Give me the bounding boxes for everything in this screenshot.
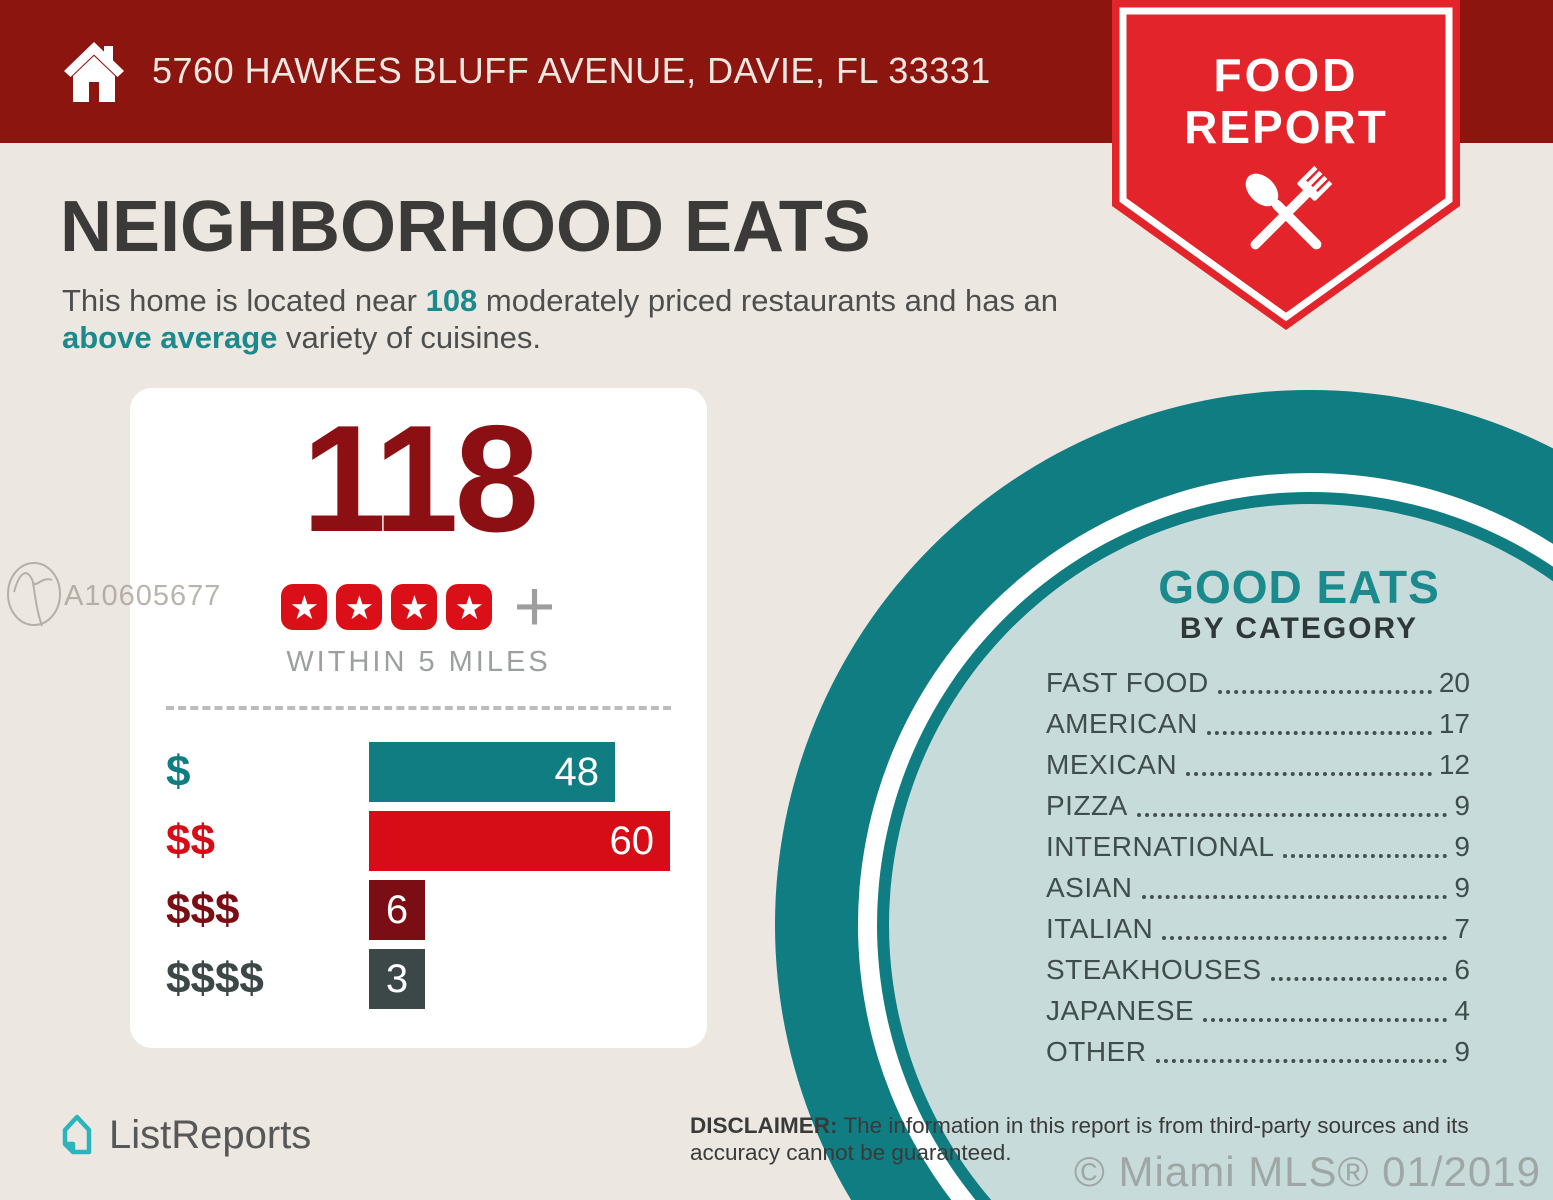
list-item: STEAKHOUSES 6 — [1046, 954, 1470, 985]
variety-rating-inline: above average — [62, 320, 278, 355]
star-icon: ★ — [446, 584, 493, 630]
price-tier-row: $$$ 6 — [166, 880, 671, 940]
mls-copyright-watermark: © Miami MLS® 01/2019 — [1073, 1148, 1541, 1195]
tier-label: $$$ — [166, 885, 240, 934]
summary-card: 118 ★ ★ ★ ★ + WITHIN 5 MILES $ 48 $$ 60 … — [130, 388, 707, 1048]
tier-label: $ — [166, 747, 191, 796]
list-item: JAPANESE 4 — [1046, 995, 1470, 1026]
dot-leader — [1186, 771, 1432, 776]
dot-leader — [1162, 935, 1448, 940]
dot-leader — [1155, 1058, 1448, 1063]
tier-label: $$$$ — [166, 954, 264, 1003]
tier-bar: 3 — [369, 949, 425, 1009]
plus-icon: + — [513, 567, 556, 647]
listreports-logo: ListReports — [57, 1112, 311, 1158]
utensils-icon — [1245, 165, 1333, 250]
dot-leader — [1141, 894, 1448, 899]
good-eats-subtitle: BY CATEGORY — [1179, 612, 1419, 645]
restaurant-count-inline: 108 — [425, 283, 478, 318]
intro-suffix: variety of cuisines. — [277, 320, 542, 355]
tier-value: 48 — [554, 750, 600, 794]
disclaimer-label: DISCLAIMER: — [690, 1113, 838, 1138]
property-address: 5760 HAWKES BLUFF AVENUE, DAVIE, FL 3333… — [152, 50, 991, 91]
price-tier-row: $ 48 — [166, 742, 671, 802]
price-tier-row: $$ 60 — [166, 811, 671, 871]
list-item: PIZZA 9 — [1046, 790, 1470, 821]
good-eats-title: GOOD EATS — [1158, 561, 1440, 613]
dot-leader — [1283, 853, 1448, 858]
dot-leader — [1217, 689, 1432, 694]
disclaimer: DISCLAIMER: The information in this repo… — [690, 1112, 1470, 1166]
food-report-ribbon: FOOD REPORT — [1112, 0, 1460, 330]
listreports-icon — [62, 1114, 92, 1155]
intro-sentence: This home is located near 108 moderately… — [62, 282, 1082, 356]
page-title: NEIGHBORHOOD EATS — [60, 187, 871, 267]
good-eats-list: FAST FOOD 20 AMERICAN 17 MEXICAN 12 PIZZA 9 … — [1046, 667, 1470, 1079]
home-icon — [64, 42, 124, 102]
tier-value: 3 — [385, 957, 409, 1001]
star-icon: ★ — [391, 584, 438, 630]
list-item: MEXICAN 12 — [1046, 749, 1470, 780]
dashed-divider — [166, 706, 671, 710]
price-tier-row: $$$$ 3 — [166, 949, 671, 1009]
mls-logo-sketch — [7, 562, 61, 627]
dot-leader — [1203, 1017, 1448, 1022]
list-item: ASIAN 9 — [1046, 872, 1470, 903]
radius-label: WITHIN 5 MILES — [286, 646, 551, 678]
tier-value: 6 — [385, 888, 409, 932]
tier-value: 60 — [609, 819, 655, 863]
tier-label: $$ — [166, 816, 215, 865]
star-icon: ★ — [336, 584, 383, 630]
dot-leader — [1206, 730, 1432, 735]
tier-bar: 48 — [369, 742, 615, 802]
tier-bar: 6 — [369, 880, 425, 940]
intro-prefix: This home is located near — [62, 283, 426, 318]
intro-mid: moderately priced restaurants and has an — [477, 283, 1059, 318]
list-item: FAST FOOD 20 — [1046, 667, 1470, 698]
ribbon-line1: FOOD — [1214, 49, 1359, 101]
star-icon: ★ — [281, 584, 328, 630]
list-item: AMERICAN 17 — [1046, 708, 1470, 739]
restaurant-count: 118 — [301, 394, 539, 564]
dot-leader — [1136, 812, 1448, 817]
rating-stars: ★ ★ ★ ★ + — [130, 567, 707, 647]
mls-watermark: A10605677 — [6, 556, 220, 639]
tier-bar: 60 — [369, 811, 670, 871]
price-tier-chart: $ 48 $$ 60 $$$ 6 $$$$ 3 — [166, 742, 671, 1018]
disclaimer-text: The information in this report is from t… — [690, 1113, 1469, 1165]
list-item: INTERNATIONAL 9 — [1046, 831, 1470, 862]
list-item: OTHER 9 — [1046, 1036, 1470, 1067]
brand-name: ListReports — [109, 1112, 312, 1157]
dot-leader — [1270, 976, 1448, 981]
ribbon-line2: REPORT — [1184, 101, 1388, 153]
list-item: ITALIAN 7 — [1046, 913, 1470, 944]
mls-id-watermark: A10605677 — [64, 580, 222, 612]
